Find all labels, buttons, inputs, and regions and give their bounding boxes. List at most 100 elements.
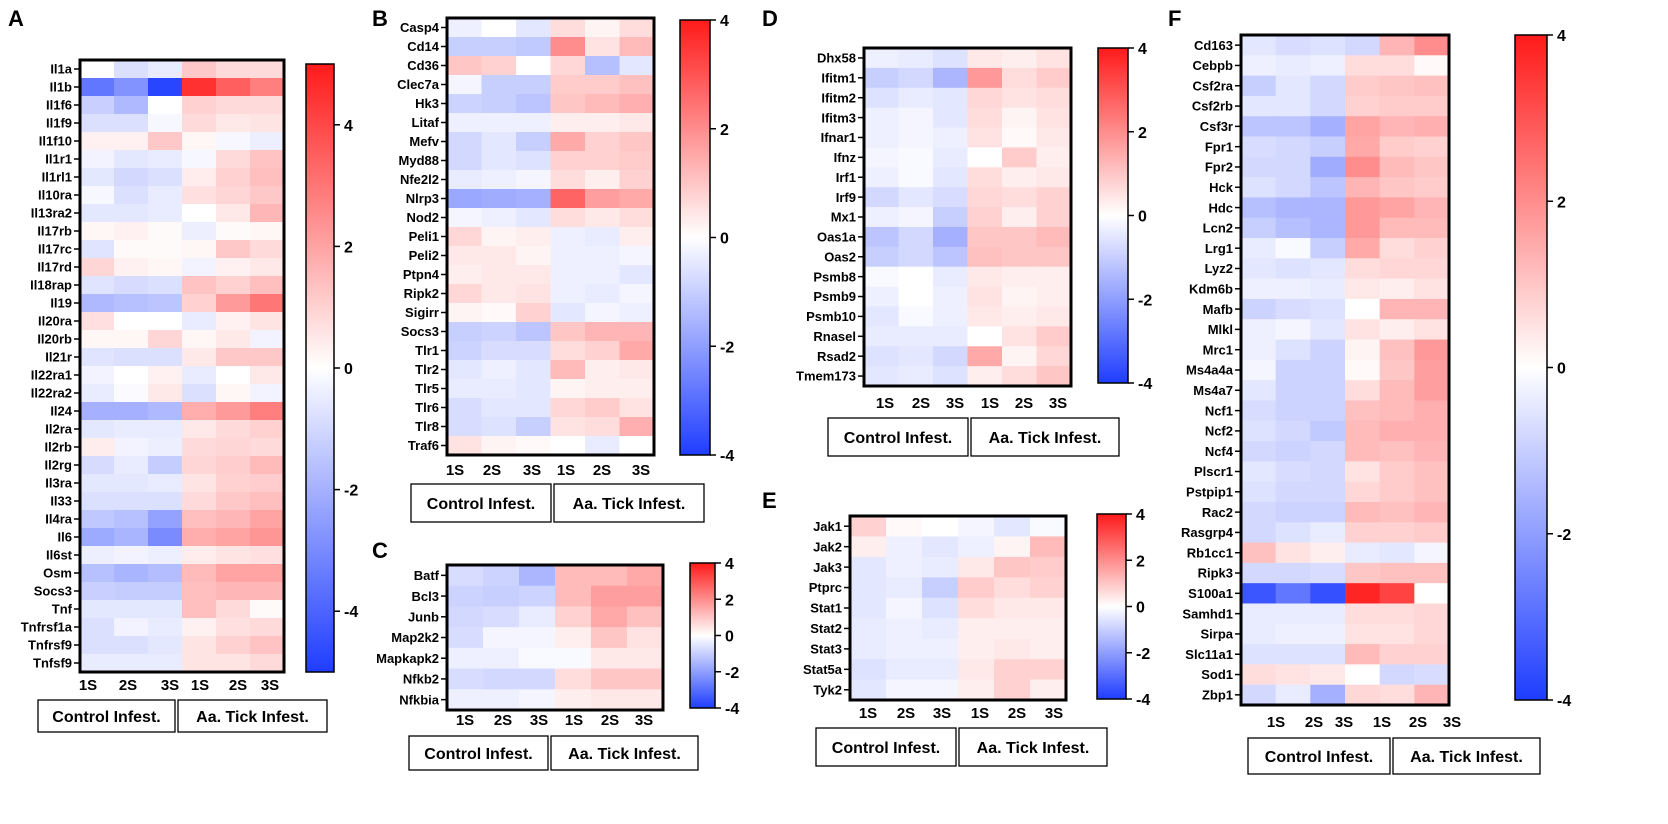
column-label: 3S [1045, 705, 1063, 722]
heatmap-cell [1310, 501, 1346, 523]
heatmap-cell [114, 384, 149, 403]
heatmap-cell [216, 132, 251, 151]
heatmap-cell [483, 585, 520, 608]
heatmap-cell [148, 186, 183, 205]
row-label: Ripk2 [404, 286, 439, 301]
heatmap-cell [864, 147, 900, 168]
heatmap-cell [886, 618, 923, 640]
heatmap-cell [1275, 75, 1311, 97]
heatmap-cell [148, 258, 183, 277]
heatmap-cell [1310, 583, 1346, 605]
heatmap-cell [447, 151, 483, 171]
heatmap-cell [447, 627, 484, 649]
row-label: Ptprc [809, 580, 842, 595]
heatmap-cell [967, 266, 1003, 288]
heatmap-cell [864, 326, 900, 347]
heatmap-cell [1379, 522, 1415, 544]
heatmap-cell [483, 565, 520, 587]
row-label: Casp4 [400, 20, 440, 35]
row-label: Tnf [52, 602, 73, 617]
heatmap-cell [250, 546, 285, 565]
heatmap-cell [1414, 359, 1450, 381]
heatmap-cell [864, 346, 900, 367]
row-label: Rac2 [1202, 505, 1233, 520]
heatmap-cell [519, 585, 556, 608]
heatmap-cell [550, 417, 586, 437]
heatmap-cell [216, 222, 251, 241]
heatmap-cell [80, 240, 115, 259]
heatmap-cell [922, 516, 959, 538]
heatmap-cell [1275, 197, 1311, 219]
heatmap-cell [1241, 481, 1277, 503]
row-label: Cd163 [1194, 38, 1233, 53]
heatmap-cell [216, 600, 251, 619]
heatmap-cell [516, 132, 552, 152]
heatmap-cell [114, 150, 149, 169]
row-label: Stat1 [810, 601, 842, 616]
column-label: 1S [446, 462, 464, 479]
heatmap-cell [182, 114, 217, 133]
heatmap-cell [933, 266, 969, 288]
heatmap-cell [1241, 501, 1277, 523]
heatmap-cell [447, 668, 484, 690]
heatmap-cell [114, 222, 149, 241]
heatmap-cell [864, 226, 900, 248]
heatmap-cell [1275, 238, 1311, 259]
heatmap-cell [481, 246, 517, 266]
row-label: Cd14 [407, 39, 440, 54]
heatmap-cell [114, 96, 149, 115]
heatmap-cell [447, 398, 483, 418]
heatmap-cell [148, 168, 183, 187]
heatmap-cell [1310, 258, 1346, 280]
heatmap-cell [1310, 75, 1346, 97]
heatmap-cell [850, 638, 887, 660]
heatmap-cell [1241, 35, 1277, 56]
row-label: Il10ra [38, 188, 73, 203]
heatmap-cell [898, 127, 934, 149]
heatmap-cell [182, 222, 217, 241]
heatmap-cell [1345, 441, 1381, 462]
column-label: 2S [1015, 395, 1033, 412]
heatmap-cell [1310, 420, 1346, 442]
row-label: S100a1 [1188, 586, 1233, 601]
heatmap-cell [1275, 501, 1311, 523]
colorbar-tick-label: -4 [725, 701, 739, 718]
heatmap-cell [80, 636, 115, 655]
row-label: Mefv [409, 134, 439, 149]
heatmap-cell [886, 556, 923, 578]
heatmap-cell [148, 132, 183, 151]
colorbar-tick-label: 2 [725, 592, 734, 609]
heatmap-cell [250, 618, 285, 637]
row-label: Ptpn4 [403, 267, 440, 282]
heatmap-cell [148, 528, 183, 547]
heatmap-cell [933, 306, 969, 327]
colorbar-tick-label: -4 [720, 448, 734, 465]
heatmap-border [78, 58, 286, 674]
heatmap-cell [550, 113, 586, 133]
heatmap-cell [1414, 400, 1450, 422]
heatmap-cell [850, 536, 887, 558]
heatmap-cell [182, 420, 217, 439]
heatmap-cell [619, 265, 655, 285]
heatmap-cell [1241, 664, 1277, 686]
heatmap-cell [1345, 644, 1381, 665]
group-label: Control Infest. [52, 709, 160, 726]
heatmap-cell [481, 322, 517, 342]
column-label: 1S [876, 395, 894, 412]
heatmap-cell [114, 528, 149, 547]
heatmap-cell [1345, 75, 1381, 97]
heatmap-cell [114, 492, 149, 511]
heatmap-cell [619, 56, 655, 76]
row-label: Ifnar1 [821, 130, 856, 145]
heatmap-cell [1414, 319, 1450, 341]
heatmap-cell [250, 168, 285, 187]
row-label: Jak3 [813, 560, 842, 575]
row-label: Tlr1 [415, 343, 439, 358]
heatmap-cell [1275, 95, 1311, 117]
heatmap-cell [250, 582, 285, 601]
heatmap-cell [886, 577, 923, 599]
heatmap-cell [886, 597, 923, 619]
heatmap-cell [1241, 95, 1277, 117]
row-label: Ifitm3 [821, 110, 856, 125]
heatmap-cell [1379, 339, 1415, 361]
